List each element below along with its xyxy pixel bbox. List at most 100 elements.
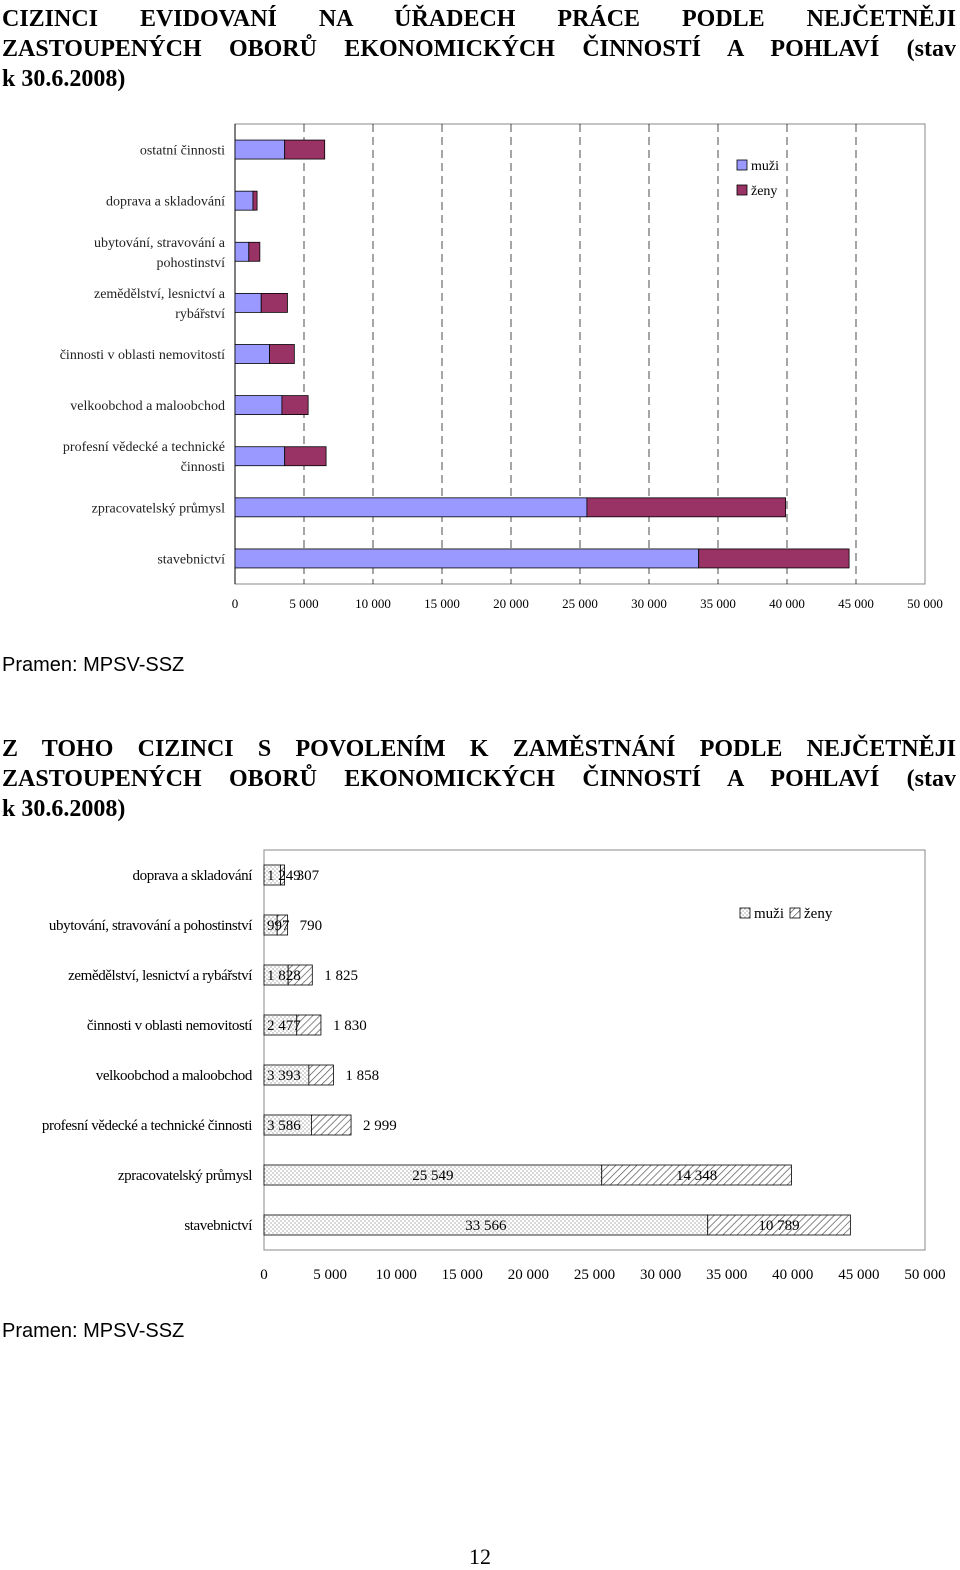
chart1-bar-men [234,446,286,467]
chart1-x-tick-label: 5 000 [289,596,318,611]
chart2-data-label-men: 25 549 [412,1168,453,1184]
chart1-x-tick-label: 15 000 [424,596,460,611]
chart1-x-tick-label: 50 000 [907,596,943,611]
chart1-x-tick-label: 40 000 [769,596,805,611]
chart2-data-label-women: 10 789 [758,1218,799,1234]
chart2-category-label: zemědělství, lesnictví a rybářství [68,968,252,984]
chart1-category-label: zemědělství, lesnictví a rybářství [94,287,226,322]
chart2-x-tick-label: 20 000 [508,1267,549,1283]
chart2-x-tick-label: 45 000 [838,1267,879,1283]
chart1-bar-men [234,139,286,160]
chart2-data-label-women: 1 858 [345,1068,379,1084]
chart2-category-label: stavebnictví [184,1218,252,1234]
chart2-bar-women [311,1114,352,1136]
chart1-bar-women [586,497,787,518]
chart2-data-label-men: 3 393 [267,1068,301,1084]
chart1-x-tick-label: 30 000 [631,596,667,611]
chart1-x-tick-label: 35 000 [700,596,736,611]
chart1-bar-women [269,344,295,364]
chart2-category-label: činnosti v oblasti nemovitostí [87,1018,252,1034]
chart2-data-label-men: 1 828 [267,968,301,984]
legend-swatch-men [736,159,748,171]
chart1-bar-women [248,241,261,262]
chart1-category-label: doprava a skladování [106,195,225,210]
chart2-data-label-women: 790 [300,918,323,934]
chart1-bar-men [234,395,283,416]
chart2-category-label: profesní vědecké a technické činnosti [42,1118,252,1134]
chart2-bar-women [287,964,313,986]
chart2-category-label: zpracovatelský průmysl [118,1168,252,1184]
chart1-source: Pramen: MPSV-SSZ [2,654,185,676]
chart2-x-tick-label: 0 [260,1267,268,1283]
chart1-bar-women [698,548,850,569]
chart1-category-label: ubytování, stravování a pohostinství [94,236,226,271]
chart1-category-label: velkoobchod a maloobchod [70,399,225,414]
chart2-data-label-women: 14 348 [676,1168,717,1184]
chart2-data-label-men: 1 249 [267,868,301,884]
legend-label-women: ženy [751,184,777,199]
legend-swatch-men [739,907,751,919]
chart1-category-label: ostatní činnosti [140,144,225,159]
chart2-bar-women [280,864,285,886]
chart1-heading: CIZINCI EVIDOVANÍ NA ÚŘADECH PRÁCE PODLE… [2,4,956,94]
chart2-data-label-men: 2 477 [267,1018,301,1034]
chart1-bar-men [234,344,270,364]
chart1-heading-line: k 30.6.2008) [2,66,126,92]
chart2-x-tick-label: 50 000 [904,1267,945,1283]
chart1-foreign-workers-by-sector: 0 5 000 10 000 15 000 20 000 25 000 30 000 35 0… [60,123,943,611]
chart2-category-label: velkoobchod a maloobchod [96,1068,253,1084]
chart2-heading-line: k 30.6.2008) [2,796,126,822]
chart1-bar-men [234,548,700,569]
chart1-bar-men [234,190,254,211]
chart2-heading: Z TOHO CIZINCI S POVOLENÍM K ZAMĚSTNÁNÍ … [2,734,956,824]
chart2-x-tick-label: 10 000 [376,1267,417,1283]
chart2-data-label-women: 307 [297,868,320,884]
legend-swatch-women [789,907,801,919]
chart2-bar-women [601,1164,792,1186]
chart2-legend: muži ženy [739,906,833,922]
chart1-category-label: zpracovatelský průmysl [92,501,225,516]
chart2-x-tick-label: 40 000 [772,1267,813,1283]
legend-label-women: ženy [804,906,833,922]
legend-label-men: muži [754,906,784,922]
chart2-x-tick-label: 15 000 [442,1267,483,1283]
chart2-x-tick-label: 5 000 [313,1267,347,1283]
chart1-x-tick-label: 10 000 [355,596,391,611]
chart1-bar-women [284,446,327,467]
chart2-data-label-men: 3 586 [267,1118,301,1134]
chart2-x-tick-label: 30 000 [640,1267,681,1283]
chart1-bar-men [234,241,250,262]
legend-label-men: muži [751,159,779,174]
chart1-category-label: profesní vědecké a technické činnosti [63,440,225,475]
chart2-bar-women [707,1214,851,1236]
chart2-bar-women [276,914,289,936]
chart2-bar-women [308,1064,334,1086]
chart1-bar-women [252,190,258,211]
chart1-bar-men [234,497,588,518]
chart2-category-label: doprava a skladování [133,868,253,884]
chart2-source: Pramen: MPSV-SSZ [2,1320,185,1342]
chart2-heading-line: ZASTOUPENÝCH OBORŮ EKONOMICKÝCH ČINNOSTÍ… [2,766,956,792]
chart2-heading-line: Z TOHO CIZINCI S POVOLENÍM K ZAMĚSTNÁNÍ … [2,736,956,762]
chart2-data-label-women: 1 830 [333,1018,367,1034]
chart1-heading-line: ZASTOUPENÝCH OBORŮ EKONOMICKÝCH ČINNOSTÍ… [2,36,956,62]
chart2-data-label-men: 997 [267,918,290,934]
chart2-data-label-women: 2 999 [363,1118,397,1134]
chart1-x-tick-label: 0 [232,596,239,611]
chart2-data-label-women: 1 825 [324,968,358,984]
chart1-x-tick-label: 25 000 [562,596,598,611]
chart2-x-tick-label: 25 000 [574,1267,615,1283]
chart1-x-tick-label: 45 000 [838,596,874,611]
chart1-x-tick-label: 20 000 [493,596,529,611]
chart1-category-label: činnosti v oblasti nemovitostí [60,348,225,363]
chart2-x-tick-label: 35 000 [706,1267,747,1283]
chart2-data-label-men: 33 566 [465,1218,507,1234]
chart1-category-label: stavebnictví [157,552,225,567]
chart1-bar-women [284,139,326,160]
legend-swatch-women [736,184,748,196]
chart1-bar-women [260,292,288,313]
chart2-bar-women [296,1014,322,1036]
chart1-legend: muži ženy [736,159,779,199]
page-number: 12 [469,1544,491,1569]
chart1-bar-women [281,395,309,416]
